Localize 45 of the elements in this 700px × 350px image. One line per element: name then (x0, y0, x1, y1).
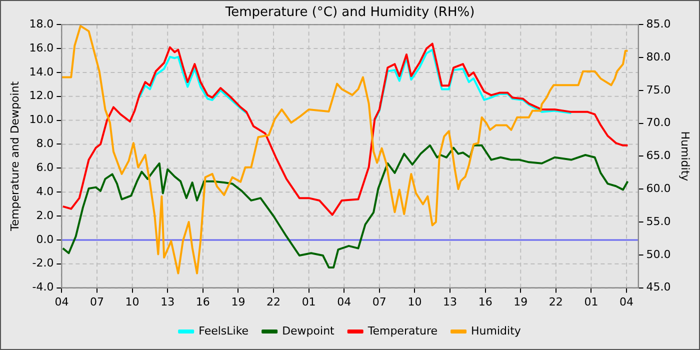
x-tick-label: 16 (478, 295, 492, 308)
y2-axis-title: Humidity (678, 131, 692, 182)
y-tick-label: 6.0 (36, 161, 54, 174)
y-tick-label: -2.0 (32, 256, 54, 270)
x-tick-label: 10 (125, 295, 140, 308)
y-tick-label: 16.0 (29, 41, 54, 54)
y-tick-label: 12.0 (29, 89, 54, 102)
y2-tick-label: 55.0 (646, 214, 671, 228)
x-tick-label: 22 (266, 295, 281, 308)
y-tick-label: 10.0 (29, 113, 54, 126)
y-tick-label: -4.0 (32, 280, 54, 294)
x-tick-label: 22 (548, 295, 563, 308)
chart-title: Temperature (°C) and Humidity (RH%) (224, 5, 475, 20)
y2-tick-label: 60.0 (646, 182, 671, 195)
x-tick-label: 07 (372, 295, 386, 308)
y2-tick-label: 70.0 (646, 116, 671, 130)
y2-tick-label: 50.0 (646, 248, 671, 261)
legend-label: Dewpoint (282, 324, 336, 338)
x-tick-label: 07 (90, 295, 104, 308)
x-tick-label: 01 (584, 295, 598, 308)
x-tick-label: 04 (337, 295, 352, 308)
legend-label: Humidity (471, 324, 522, 338)
legend-label: Temperature (366, 324, 438, 338)
y2-tick-label: 45.0 (646, 280, 671, 294)
y2-tick-label: 80.0 (646, 50, 671, 64)
x-tick-label: 19 (514, 295, 528, 308)
y2-tick-label: 85.0 (646, 17, 671, 30)
x-tick-label: 13 (443, 295, 458, 308)
y2-tick-label: 65.0 (646, 149, 671, 162)
x-tick-label: 16 (196, 295, 210, 308)
y2-tick-label: 75.0 (646, 83, 671, 96)
y-tick-label: 0.0 (36, 232, 54, 246)
y-tick-label: 18.0 (29, 17, 54, 30)
x-tick-label: 13 (160, 295, 175, 308)
y-tick-label: 4.0 (36, 184, 54, 198)
y-tick-label: 2.0 (36, 208, 54, 222)
legend-label: FeelsLike (198, 324, 249, 338)
y-tick-label: 14.0 (29, 65, 54, 78)
y-tick-label: 8.0 (36, 137, 54, 150)
y-axis-title: Temperature and Dewpoint (8, 80, 22, 232)
x-tick-label: 04 (54, 295, 69, 308)
x-tick-label: 19 (231, 295, 246, 308)
x-tick-label: 01 (302, 295, 316, 308)
x-tick-label: 04 (620, 295, 634, 308)
x-tick-label: 10 (408, 295, 422, 308)
